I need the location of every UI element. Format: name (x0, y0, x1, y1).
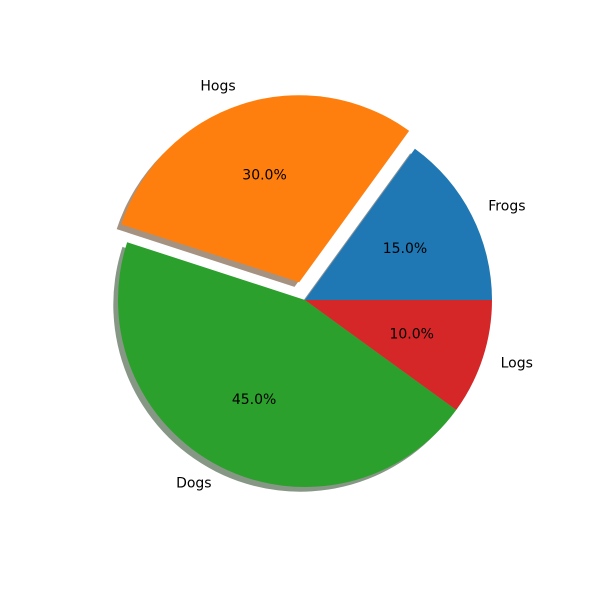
slice-pct-dogs: 45.0% (232, 392, 276, 408)
pie-label-layer: Frogs 15.0% Hogs 30.0% Dogs 45.0% Logs 10.0% (176, 79, 533, 492)
slice-label-dogs: Dogs (176, 475, 212, 491)
pie-slice-logs (305, 300, 492, 410)
pie-slice-dogs (118, 242, 457, 487)
slice-label-frogs: Frogs (488, 199, 525, 215)
slice-pct-frogs: 15.0% (383, 241, 427, 257)
slice-pct-logs: 10.0% (389, 327, 433, 343)
pie-slice-frogs (305, 148, 492, 300)
slice-pct-hogs: 30.0% (242, 168, 286, 184)
slice-label-hogs: Hogs (200, 79, 235, 95)
pie-wedge-layer (118, 95, 492, 487)
pie-slice-hogs (121, 95, 410, 283)
slice-label-logs: Logs (501, 356, 533, 372)
